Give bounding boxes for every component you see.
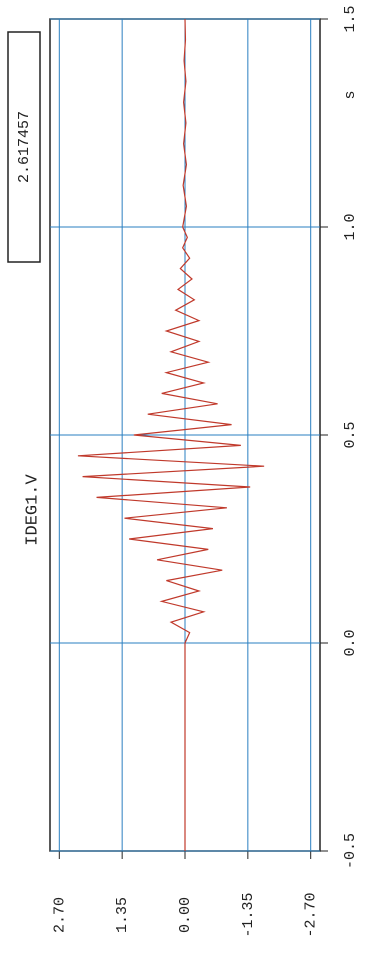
x-tick-label: 1.5 [342,5,359,32]
x-tick-label: -0.5 [342,833,359,869]
x-axis-label: s [342,90,359,99]
y-tick-label: -1.35 [240,892,257,937]
y-tick-label: 0.00 [177,897,194,933]
y-tick-label: 1.35 [114,897,131,933]
annotation: 2.617457 [16,111,33,183]
x-tick-label: 0.5 [342,421,359,448]
y-tick-label: 2.70 [51,897,68,933]
chart-title: IDEG1.V [23,474,42,546]
x-tick-label: 0.0 [342,629,359,656]
annotation-box [7,31,41,263]
x-tick-label: 1.0 [342,213,359,240]
data-line [77,18,265,851]
y-tick-label: -2.70 [303,892,320,937]
